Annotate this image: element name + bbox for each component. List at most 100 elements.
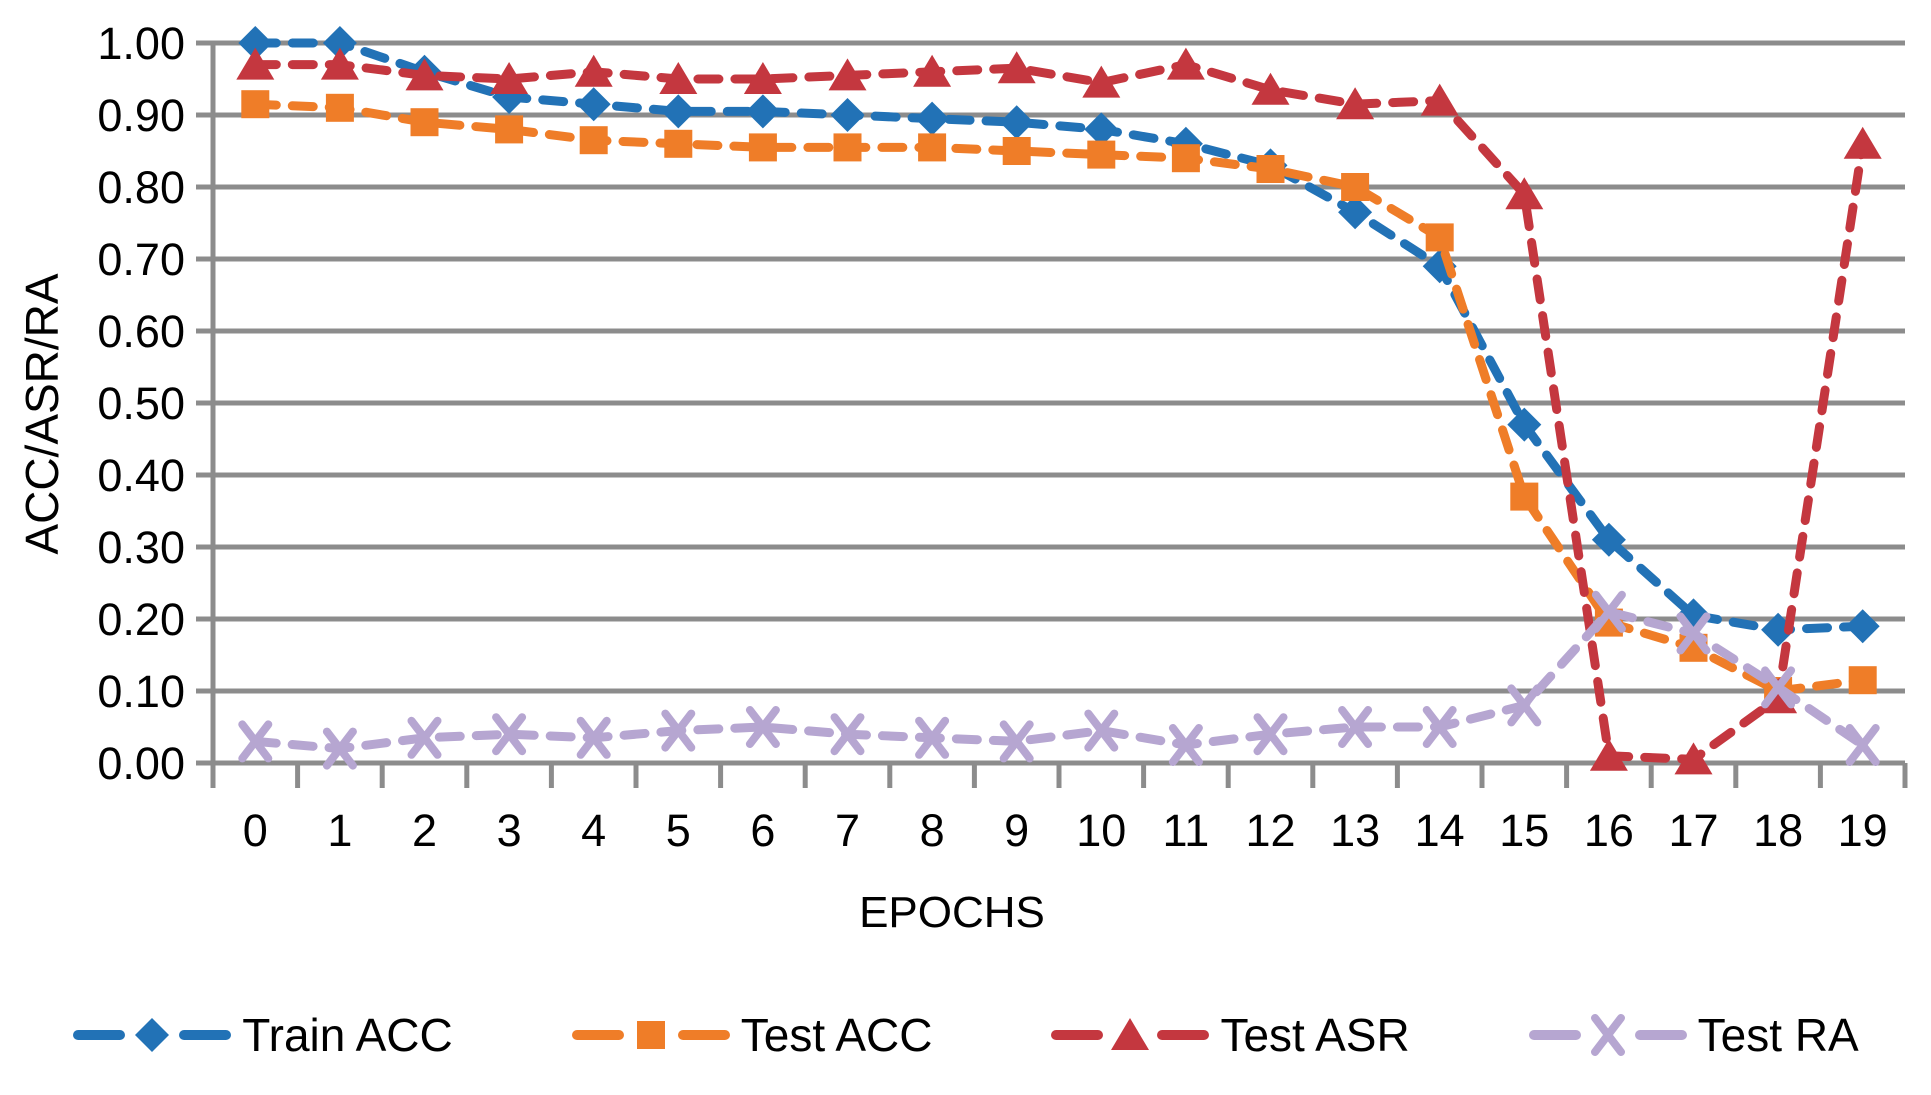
data-point-triangle (1082, 65, 1121, 98)
data-point-x (1761, 666, 1796, 709)
x-tick-label: 8 (920, 805, 945, 856)
data-point-diamond (1507, 407, 1542, 442)
data-point-square (636, 1021, 665, 1049)
series-train-acc (238, 26, 1880, 647)
data-point-square (748, 133, 777, 162)
data-point-x (1676, 612, 1711, 655)
data-point-triangle (1589, 738, 1628, 771)
data-point-x (661, 709, 696, 752)
data-point-x (238, 720, 273, 763)
data-point-square (1510, 482, 1539, 511)
data-point-triangle (1843, 126, 1882, 159)
data-point-square (1341, 173, 1370, 201)
x-tick-label: 6 (750, 805, 775, 856)
x-tick-label: 5 (666, 805, 691, 856)
data-point-square (1002, 137, 1031, 165)
data-point-diamond (1591, 522, 1626, 557)
data-point-diamond (1845, 609, 1880, 644)
x-tick-labels: 0 1 2 3 4 5 6 7 8 9 10 11 12 13 14 15 16 17 18 19 (243, 805, 1888, 856)
data-point-x (745, 706, 780, 748)
data-point-triangle (1336, 87, 1375, 120)
y-tick-label: 1.00 (97, 18, 185, 69)
axes (196, 40, 1908, 788)
y-tick-label: 0.20 (97, 594, 185, 645)
x-tick-label: 18 (1753, 805, 1803, 856)
data-point-diamond (915, 101, 950, 136)
data-point-triangle (913, 54, 952, 87)
data-point-diamond (322, 26, 357, 60)
legend-item-test-acc: Test ACC (571, 1008, 933, 1062)
data-point-square (833, 133, 862, 162)
data-point-square (1425, 223, 1454, 252)
legend-item-test-asr: Test ASR (1050, 1008, 1410, 1062)
y-tick-label: 0.80 (97, 162, 185, 213)
data-point-x (1168, 724, 1203, 766)
data-point-x (492, 713, 527, 756)
data-point-triangle (743, 62, 782, 94)
data-point-square (664, 129, 693, 158)
data-point-triangle (1420, 83, 1459, 116)
data-point-square (325, 93, 354, 122)
data-point-triangle (405, 58, 444, 91)
data-point-triangle (1111, 1018, 1150, 1050)
legend-item-test-ra: Test RA (1528, 1008, 1859, 1062)
y-tick-label: 0.00 (97, 738, 185, 789)
series-test-acc (241, 90, 1877, 705)
data-point-triangle (1166, 47, 1205, 80)
x-tick-label: 1 (327, 805, 352, 856)
data-point-diamond (576, 87, 611, 122)
data-point-x (1590, 1014, 1625, 1056)
data-point-square (410, 108, 439, 137)
x-axis-title: EPOCHS (859, 888, 1045, 937)
data-point-square (579, 126, 608, 155)
data-point-triangle (1674, 742, 1713, 775)
x-tick-label: 3 (497, 805, 522, 856)
data-point-triangle (236, 47, 275, 80)
x-tick-label: 19 (1838, 805, 1888, 856)
data-point-diamond (135, 1018, 170, 1052)
x-tick-label: 12 (1245, 805, 1295, 856)
series-line-test-acc (250, 99, 1868, 696)
legend-key-test-asr (1051, 1018, 1210, 1050)
data-point-square (1171, 144, 1200, 173)
data-point-x (1084, 709, 1119, 752)
data-point-triangle (1251, 72, 1290, 105)
data-point-diamond (238, 26, 273, 60)
x-tick-label: 2 (412, 805, 437, 856)
data-point-triangle (320, 47, 359, 80)
y-tick-label: 0.40 (97, 450, 185, 501)
data-point-diamond (1084, 112, 1119, 147)
data-point-square (495, 115, 524, 144)
x-tick-label: 10 (1076, 805, 1126, 856)
x-tick-label: 7 (835, 805, 860, 856)
y-tick-labels: 0.00 0.10 0.20 0.30 0.40 0.50 0.60 0.70 0.80 0.90… (97, 18, 185, 789)
data-point-triangle (490, 62, 529, 94)
data-point-square (241, 90, 270, 119)
data-point-x (322, 727, 357, 770)
legend-label-test-acc: Test ACC (740, 1009, 933, 1061)
x-tick-label: 13 (1330, 805, 1380, 856)
data-point-diamond (830, 98, 865, 132)
legend-key-test-ra (1528, 1014, 1687, 1056)
data-point-x (576, 716, 611, 759)
data-point-triangle (1505, 177, 1544, 210)
legend-key-test-acc (571, 1021, 730, 1049)
y-tick-label: 0.30 (97, 522, 185, 573)
data-point-square (1087, 140, 1116, 169)
data-point-x (407, 716, 442, 759)
data-point-diamond (1338, 195, 1373, 230)
legend-label-train-acc: Train ACC (242, 1009, 453, 1061)
legend-item-train-acc: Train ACC (72, 1008, 453, 1062)
data-point-triangle (997, 51, 1036, 84)
x-tick-label: 4 (581, 805, 606, 856)
chart-legend: Train ACC Test ACC Test ASR Test RA (0, 1008, 1931, 1062)
data-point-diamond (661, 94, 696, 129)
legend-key-train-acc (73, 1018, 232, 1052)
y-tick-label: 0.60 (97, 306, 185, 357)
series-test-asr (236, 47, 1882, 775)
x-tick-label: 0 (243, 805, 268, 856)
legend-label-test-asr: Test ASR (1220, 1009, 1410, 1061)
x-tick-label: 14 (1415, 805, 1465, 856)
